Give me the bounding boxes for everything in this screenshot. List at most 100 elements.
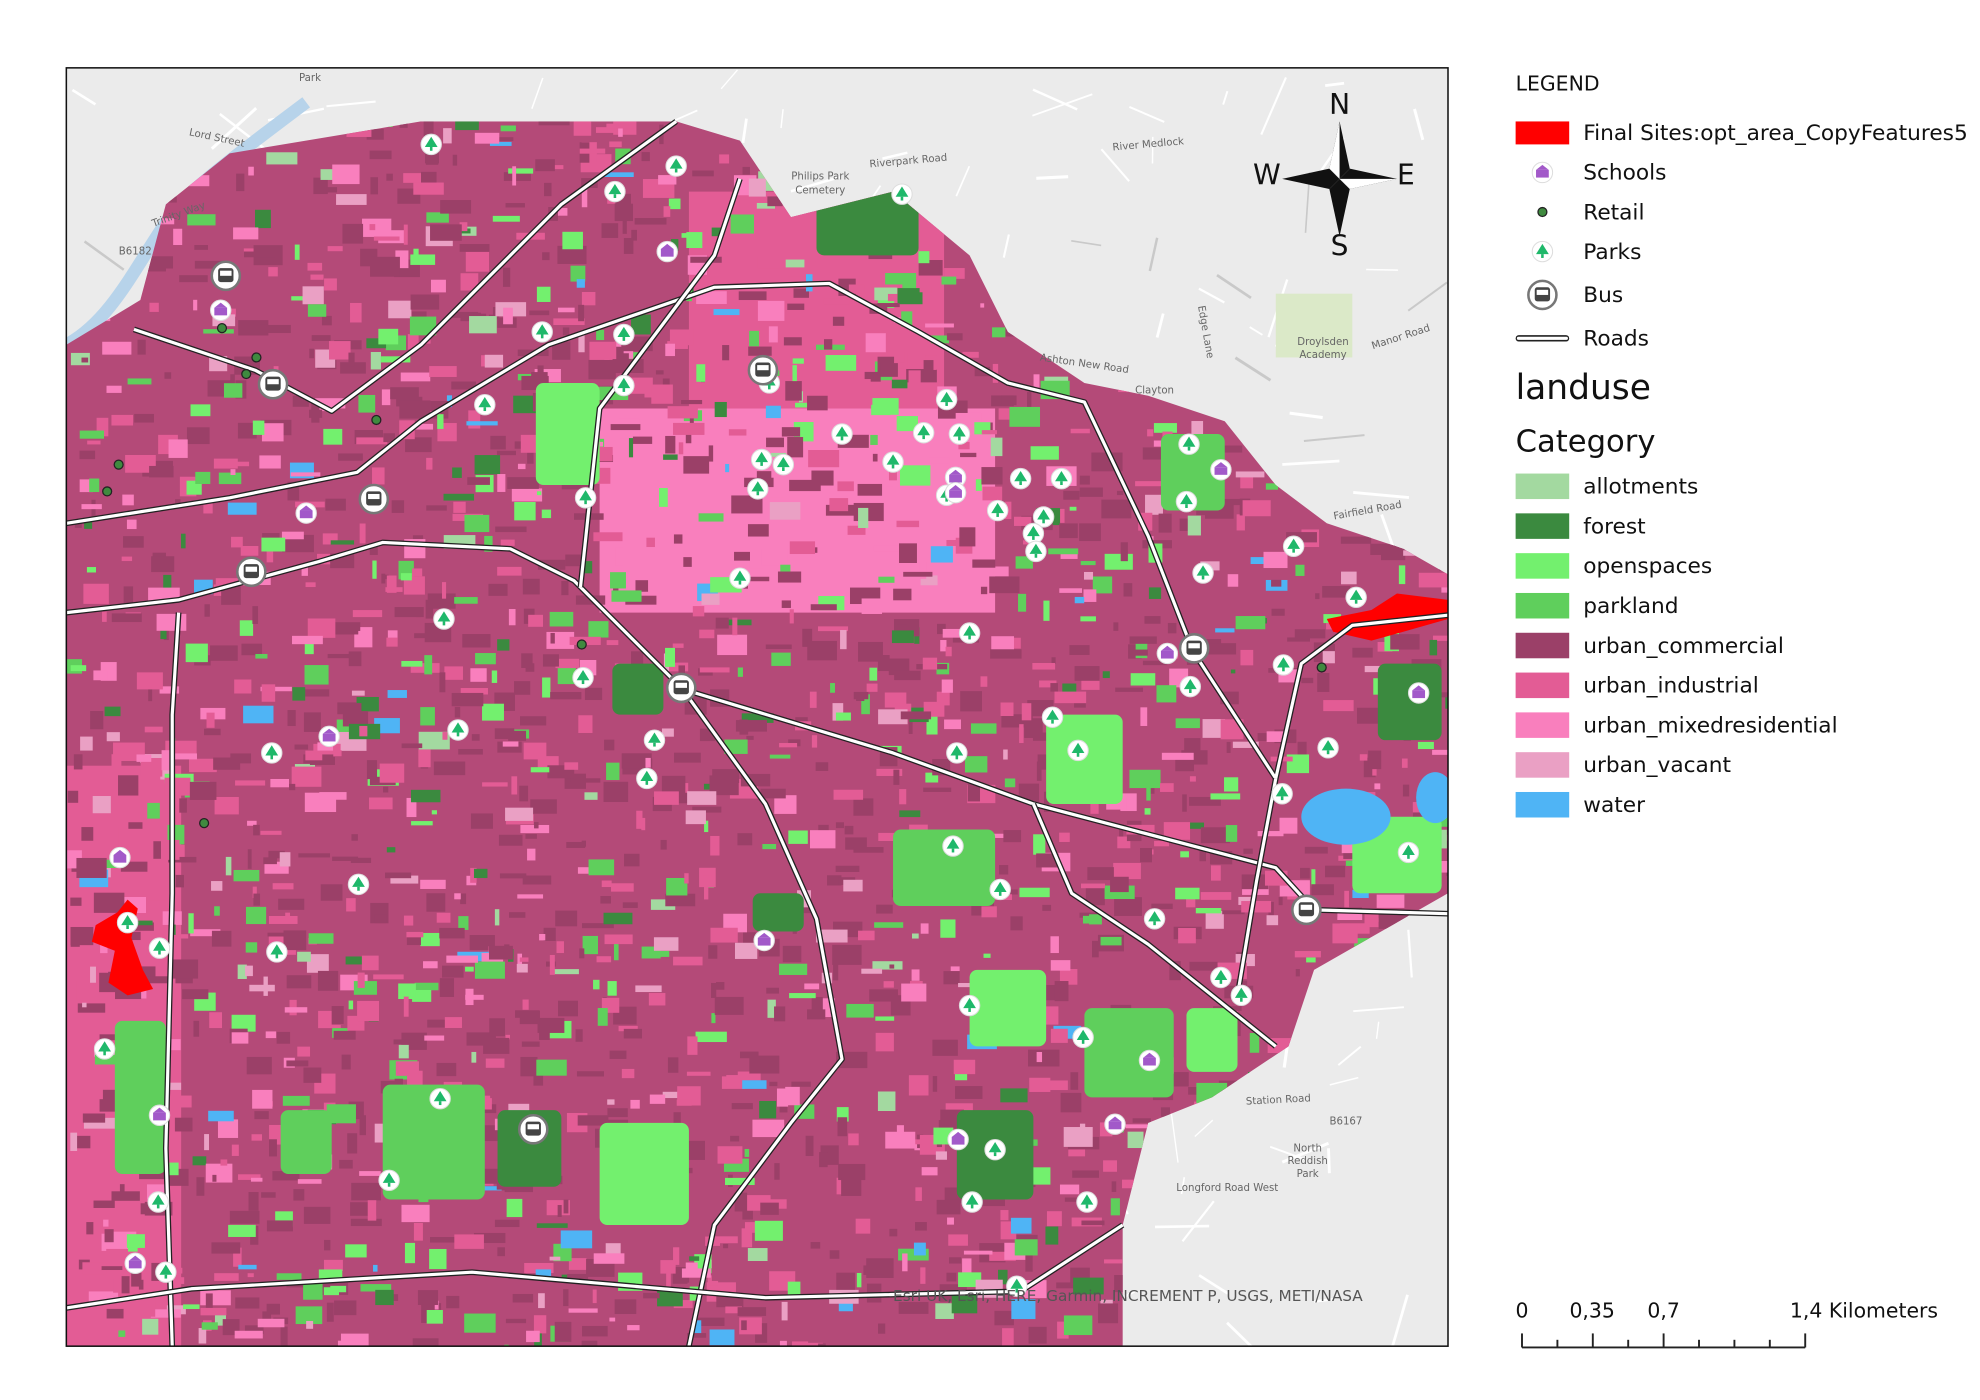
- landuse-patch: [847, 525, 866, 535]
- landuse-patch: [509, 912, 526, 918]
- landuse-patch: [159, 1095, 192, 1108]
- landuse-patch: [534, 822, 539, 829]
- landuse-patch: [278, 898, 305, 910]
- landuse-patch: [230, 374, 235, 390]
- landuse-patch: [575, 1029, 583, 1042]
- landuse-patch: [684, 873, 689, 884]
- landuse-patch: [119, 1184, 125, 1197]
- landuse-patch: [70, 934, 80, 947]
- landuse-patch: [234, 1330, 263, 1339]
- landuse-patch: [514, 502, 536, 521]
- landuse-patch: [111, 613, 142, 623]
- landuse-patch: [149, 465, 174, 478]
- landuse-patch: [381, 573, 386, 584]
- legend-swatch: [1515, 712, 1570, 738]
- landuse-patch: [711, 982, 717, 998]
- landuse-patch: [1054, 691, 1087, 704]
- landuse-patch: [439, 927, 465, 939]
- landuse-patch: [539, 1025, 550, 1040]
- landuse-patch: [374, 718, 400, 734]
- landuse-patch: [1278, 897, 1283, 906]
- landuse-patch: [228, 308, 236, 317]
- landuse-patch: [549, 954, 555, 975]
- landuse-patch: [1127, 1131, 1144, 1149]
- landuse-patch: [894, 670, 921, 681]
- landuse-patch: [802, 628, 813, 647]
- landuse-patch: [663, 206, 671, 217]
- map-label: Reddish: [1287, 1156, 1327, 1167]
- landuse-patch: [168, 856, 197, 863]
- legend-label: urban_vacant: [1583, 753, 1731, 778]
- landuse-patch: [1046, 1211, 1062, 1227]
- landuse-patch: [308, 933, 334, 944]
- landuse-patch: [304, 665, 329, 685]
- landuse-patch: [229, 1210, 260, 1224]
- landuse-patch: [522, 875, 552, 885]
- landuse-patch: [1004, 778, 1016, 788]
- landuse-patch: [829, 498, 849, 512]
- park-tree: [579, 490, 592, 501]
- landuse-patch: [829, 1250, 840, 1259]
- park-tree: [886, 454, 900, 465]
- landuse-patch: [692, 1320, 702, 1334]
- park-trunk: [357, 886, 360, 891]
- landuse-patch: [1079, 475, 1090, 485]
- landuse-patch: [255, 209, 271, 229]
- landuse-patch: [990, 649, 1022, 659]
- landuse-patch: [494, 909, 500, 926]
- landuse-patch: [809, 691, 817, 708]
- basemap-street: [1226, 1321, 1254, 1347]
- landuse-patch: [1340, 536, 1372, 544]
- landuse-patch: [859, 275, 878, 285]
- landuse-patch: [657, 1290, 683, 1307]
- landuse-patch: [1135, 481, 1164, 487]
- landuse-patch: [1337, 910, 1363, 921]
- compass-n: N: [1329, 88, 1350, 121]
- landuse-patch: [200, 1290, 231, 1306]
- legend-swatch: [1515, 672, 1570, 699]
- landuse-patch: [259, 455, 281, 469]
- landuse-patch: [678, 442, 684, 455]
- landuse-patch: [1074, 700, 1086, 708]
- landuse-patch: [99, 1034, 126, 1041]
- landuse-patch: [891, 630, 914, 644]
- landuse-patch: [899, 465, 931, 486]
- landuse-patch: [1042, 1080, 1068, 1091]
- landuse-patch: [293, 1189, 305, 1201]
- landuse-patch: [861, 379, 871, 398]
- park-tree: [946, 838, 960, 849]
- landuse-patch: [823, 339, 833, 350]
- landuse-patch: [1322, 651, 1335, 664]
- landuse-patch: [305, 750, 323, 761]
- green-area: [599, 1122, 689, 1225]
- landuse-patch: [1311, 884, 1334, 896]
- landuse-patch: [193, 1020, 200, 1037]
- landuse-patch: [568, 1258, 587, 1270]
- landuse-patch: [982, 486, 1003, 501]
- landuse-patch: [1195, 908, 1222, 914]
- landuse-patch: [429, 366, 457, 377]
- landuse-patch: [768, 326, 778, 343]
- landuse-patch: [231, 536, 243, 548]
- landuse-patch: [87, 440, 101, 445]
- landuse-patch: [189, 758, 217, 773]
- landuse-patch: [83, 1117, 116, 1129]
- landuse-patch: [538, 1293, 545, 1309]
- landuse-patch: [161, 750, 174, 771]
- landuse-patch: [836, 1272, 856, 1292]
- landuse-patch: [665, 343, 676, 357]
- landuse-patch: [94, 1054, 124, 1065]
- landuse-patch: [1087, 867, 1114, 881]
- landuse-patch: [260, 686, 292, 692]
- landuse-patch: [82, 1113, 106, 1123]
- landuse-patch: [140, 758, 163, 777]
- park-tree: [121, 914, 134, 926]
- landuse-patch: [223, 383, 243, 398]
- landuse-patch: [941, 679, 953, 693]
- landuse-patch: [1079, 1123, 1086, 1130]
- landuse-patch: [856, 1272, 862, 1288]
- landuse-patch: [1081, 883, 1105, 889]
- green-area: [1160, 434, 1225, 511]
- landuse-patch: [861, 694, 870, 715]
- basemap-street: [1002, 234, 1010, 258]
